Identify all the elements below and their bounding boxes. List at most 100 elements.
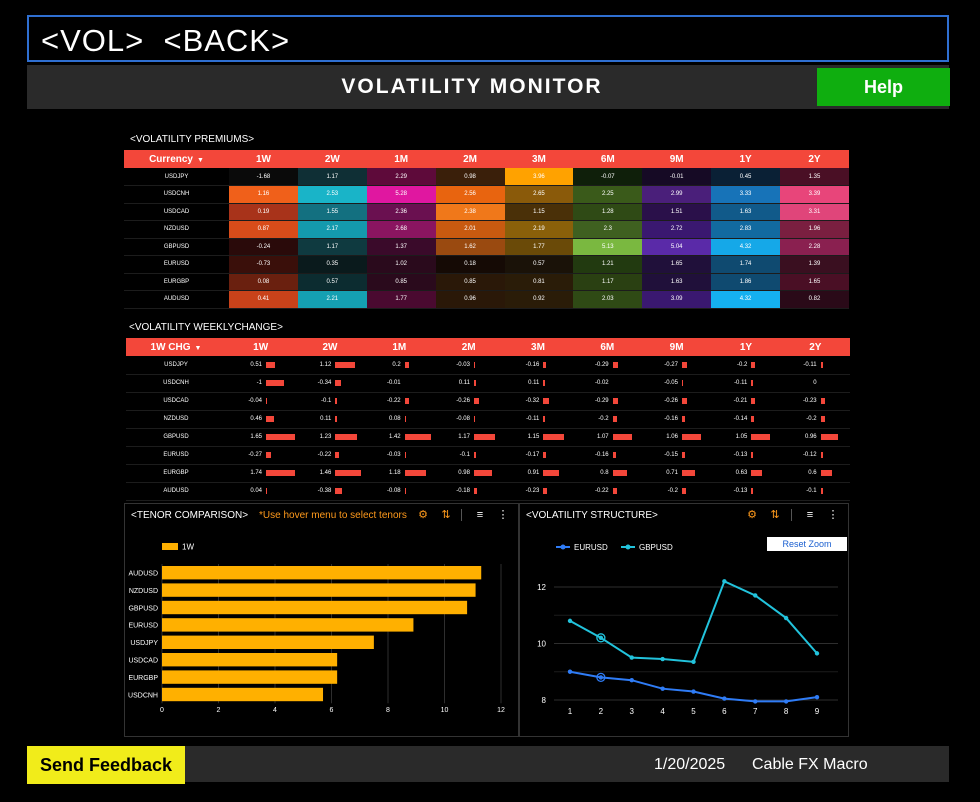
data-point [691, 689, 696, 694]
change-bar [681, 398, 687, 404]
sort-az-icon[interactable]: ⇅ [441, 509, 451, 521]
change-bar [612, 452, 616, 458]
x-tick-label: 10 [441, 707, 449, 714]
change-cell-content: -0.32 [503, 393, 572, 410]
table-row: USDCAD -0.04 -0.1 -0.22 -0.26 -0.32 -0.29 -0.26… [126, 392, 850, 411]
change-bar [404, 452, 406, 458]
change-value: 0.96 [804, 434, 817, 440]
x-tick-label: 0 [160, 707, 164, 714]
change-value: 0.98 [458, 470, 470, 476]
volatility-structure-panel: <VOLATILITY STRUCTURE> ⚙ ⇅ ≡ ⋮ Reset Zoo… [519, 503, 849, 737]
change-bar [612, 488, 617, 494]
change-bar [543, 470, 560, 476]
pair-label: USDCAD [124, 203, 229, 221]
change-bar [820, 452, 823, 458]
change-value: -0.29 [594, 398, 609, 404]
help-button[interactable]: Help [817, 68, 950, 106]
data-point [629, 655, 634, 660]
filter-icon[interactable]: ≡ [806, 509, 814, 521]
change-cell: 0.71 [641, 464, 712, 483]
premium-cell: 2.01 [435, 220, 505, 239]
change-cell-content: -0.02 [573, 375, 642, 392]
chart-settings-icon[interactable]: ⚙ [418, 509, 428, 521]
change-value: 1.07 [596, 434, 609, 440]
x-tick-label: 3 [630, 707, 635, 716]
x-tick-label: 2 [599, 707, 604, 716]
more-menu-icon[interactable]: ⋮ [827, 509, 839, 521]
change-value: -0.01 [386, 380, 401, 386]
bar [162, 618, 414, 632]
tenor-header: 1W [229, 150, 298, 168]
data-point [598, 635, 604, 641]
x-tick-label: 7 [753, 707, 758, 716]
premium-cell: 1.17 [573, 273, 643, 291]
premium-cell: 2.3 [573, 220, 643, 239]
change-value: 0.51 [250, 361, 262, 368]
change-bar [751, 398, 756, 404]
premium-cell: 1.63 [642, 273, 712, 291]
change-cell-content: -0.05 [642, 375, 711, 392]
change-cell: -0.2 [572, 410, 642, 429]
change-bar [473, 380, 476, 386]
change-cell: -0.08 [364, 482, 434, 501]
change-selector[interactable]: 1W CHG ▼ [126, 338, 226, 356]
change-cell: 1.65 [226, 428, 296, 447]
reset-zoom-button[interactable]: Reset Zoom [767, 537, 847, 551]
tenor-header: 1M [364, 338, 434, 356]
filter-icon[interactable]: ≡ [476, 509, 484, 521]
data-point [783, 615, 789, 621]
legend-label: GBPUSD [639, 543, 673, 552]
currency-selector[interactable]: Currency ▼ [124, 150, 229, 168]
change-cell-content: 0.96 [781, 429, 850, 446]
premium-cell: -0.07 [573, 168, 643, 186]
x-tick-label: 2 [217, 707, 221, 714]
premium-cell: 1.35 [780, 168, 849, 186]
change-bar [681, 488, 686, 494]
premium-cell: 2.53 [297, 185, 367, 204]
command-input[interactable]: <VOL> <BACK> [27, 15, 949, 62]
tenor-bar-chart: 0 2 4 6 8 10 12 1W AUDUSD NZDUSD GBPUSD EURUSD USDJP… [128, 543, 505, 715]
table-row: EURUSD -0.73 0.35 1.02 0.18 0.57 1.21 1.65 1.74 1… [124, 255, 849, 274]
premium-cell: 0.85 [435, 273, 505, 291]
footer-date: 1/20/2025 [654, 756, 726, 773]
change-value: 0.6 [808, 470, 817, 476]
change-cell-content: -0.2 [642, 483, 711, 500]
change-cell-content: -0.03 [434, 356, 503, 374]
change-value: -0.03 [456, 361, 470, 368]
change-cell-content: -0.1 [295, 393, 364, 410]
sort-az-icon[interactable]: ⇅ [770, 509, 780, 521]
change-value: -0.02 [594, 380, 609, 386]
change-cell-content: -0.27 [642, 356, 711, 374]
change-cell-content: 1.17 [434, 429, 503, 446]
premium-cell: 1.77 [504, 238, 574, 256]
change-cell-content: -0.26 [642, 393, 711, 410]
change-bar [404, 488, 406, 494]
premium-cell: -1.68 [229, 168, 298, 186]
change-bar [266, 416, 274, 422]
change-bar [751, 380, 754, 386]
change-cell: -0.17 [503, 446, 573, 465]
premium-cell: 1.17 [297, 238, 367, 256]
data-point [629, 678, 634, 683]
change-value: -0.21 [733, 398, 748, 404]
change-selector-label: 1W CHG [150, 341, 191, 353]
change-cell-content: 0 [781, 375, 850, 392]
change-cell-content: 0.71 [642, 465, 711, 482]
change-cell-content: -0.01 [365, 375, 434, 392]
more-menu-icon[interactable]: ⋮ [497, 509, 509, 521]
table-row: NZDUSD 0.87 2.17 2.68 2.01 2.19 2.3 2.72 2.83 1.9… [124, 220, 849, 239]
pair-label: GBPUSD [126, 428, 226, 447]
change-cell-content: 1.15 [503, 429, 572, 446]
chart-settings-icon[interactable]: ⚙ [747, 509, 757, 521]
premium-cell: 5.28 [366, 185, 436, 204]
tenor-header: 9M [642, 150, 712, 168]
category-label: USDJPY [130, 640, 158, 647]
category-label: AUDUSD [128, 571, 158, 578]
legend-swatch [162, 543, 178, 550]
change-bar [820, 416, 825, 422]
table-row: USDJPY -1.68 1.17 2.29 0.98 3.96 -0.07 -0.01 0.4… [124, 168, 849, 186]
table-row: GBPUSD -0.24 1.17 1.37 1.62 1.77 5.13 5.04 4.32 2… [124, 238, 849, 256]
category-label: EURUSD [128, 623, 158, 630]
change-bar [335, 488, 343, 494]
send-feedback-button[interactable]: Send Feedback [27, 746, 185, 784]
